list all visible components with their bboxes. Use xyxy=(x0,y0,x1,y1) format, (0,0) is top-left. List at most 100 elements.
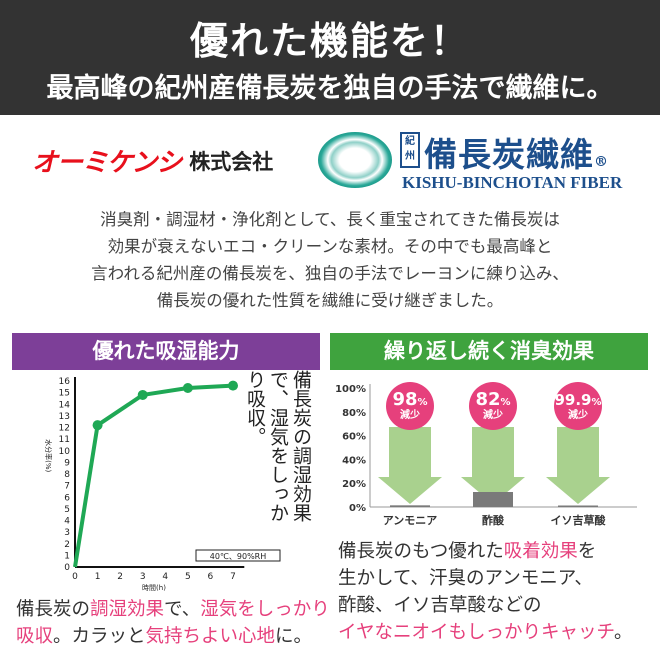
y-tick-label: 60% xyxy=(342,432,366,443)
arrow-shaft xyxy=(389,427,431,477)
intro-line: 消臭剤・調湿材・浄化剤として、長く重宝されてきた備長炭は xyxy=(100,210,560,229)
y-axis-label: 水分率(%) xyxy=(44,439,53,472)
y-tick-label: 11 xyxy=(59,435,70,445)
reduction-unit: % xyxy=(501,397,511,408)
x-tick-label: 6 xyxy=(208,572,214,582)
caption-text: 。 xyxy=(614,622,633,643)
x-tick-label: 7 xyxy=(230,572,236,582)
arrow-head xyxy=(378,477,442,504)
header-banner: 優れた機能を！ 最高峰の紀州産備長炭を独自の手法で繊維に。 xyxy=(0,0,660,115)
highlight-text: 湿気をしっかり xyxy=(200,599,330,620)
brand-name: 備長炭繊維® xyxy=(424,128,609,176)
brand-logo: 紀州 備長炭繊維® KISHU-BINCHOTAN FIBER xyxy=(318,128,638,192)
series-line xyxy=(73,383,234,568)
caption-text: 生かして、汗臭のアンモニア、 xyxy=(338,568,593,589)
caption-line: 生かして、汗臭のアンモニア、 xyxy=(338,565,633,592)
y-tick-label: 13 xyxy=(59,412,70,422)
highlight-text: 調湿効果 xyxy=(90,599,165,620)
omikenshi-logo: オーミケンシ 株式会社 xyxy=(32,142,273,179)
y-tick-label: 3 xyxy=(64,528,70,538)
ring-logo-icon xyxy=(318,132,392,188)
category-label: アンモニア xyxy=(383,514,438,527)
caption-text: を xyxy=(577,541,597,562)
condition-box xyxy=(195,549,281,562)
company-katakana: オーミケンシ xyxy=(32,148,182,178)
arrow-shaft xyxy=(557,427,599,477)
highlight-text: 吸収 xyxy=(16,626,54,647)
caption-line: イヤなニオイもしっかりキャッチ。 xyxy=(338,619,633,646)
page-title: 優れた機能を！ xyxy=(189,18,470,63)
brand-name-en: KISHU-BINCHOTAN FIBER xyxy=(402,173,623,192)
caption-line: 酢酸、イソ吉草酸などの xyxy=(338,592,633,619)
x-tick-label: 0 xyxy=(72,572,78,582)
y-tick-label: 16 xyxy=(59,377,71,387)
condition-label: 40℃、90%RH xyxy=(210,552,267,561)
x-tick-label: 3 xyxy=(140,572,146,582)
deodorant-caption: 備長炭のもつ優れた吸着効果を生かして、汗臭のアンモニア、 酢酸、イソ吉草酸などのイ… xyxy=(338,538,633,646)
highlight-text: イヤなニオイもしっかりキャッチ xyxy=(338,622,615,643)
intro-text: 消臭剤・調湿材・浄化剤として、長く重宝されてきた備長炭は 効果が衰えないエコ・ク… xyxy=(0,206,660,314)
page-subtitle: 最高峰の紀州産備長炭を独自の手法で繊維に。 xyxy=(46,73,614,104)
registered-mark: ® xyxy=(594,154,609,170)
x-tick-label: 4 xyxy=(162,572,168,582)
y-tick-label: 5 xyxy=(64,505,70,515)
y-tick-label: 80% xyxy=(342,408,366,419)
category-label: イソ吉草酸 xyxy=(551,513,607,527)
reduction-unit: % xyxy=(418,397,428,408)
reduction-label: 減少 xyxy=(483,408,503,421)
y-tick-label: 6 xyxy=(64,493,70,503)
y-tick-label: 2 xyxy=(64,540,70,550)
caption-text: で、 xyxy=(164,599,201,620)
reduction-value: 99.9% xyxy=(554,391,601,409)
y-tick-label: 40% xyxy=(342,455,366,466)
y-tick-label: 20% xyxy=(342,479,366,490)
intro-line: 言われる紀州産の備長炭を、独自の手法でレーヨンに練り込み、 xyxy=(91,264,569,283)
deodorant-section-title: 繰り返し続く消臭効果 xyxy=(330,333,648,370)
arrow-head xyxy=(461,477,525,504)
reduction-badge xyxy=(554,382,602,430)
category-label: 酢酸 xyxy=(482,513,505,527)
y-tick-label: 12 xyxy=(59,424,70,434)
y-tick-label: 10 xyxy=(59,447,71,457)
y-tick-label: 9 xyxy=(64,458,70,468)
x-axis-label: 時間(h) xyxy=(142,584,166,592)
data-point xyxy=(137,389,148,400)
bar xyxy=(558,505,598,507)
caption-text: 酢酸、イソ吉草酸などの xyxy=(338,595,542,616)
reduction-unit: % xyxy=(591,397,601,408)
x-tick-label: 5 xyxy=(185,572,191,582)
reduction-number: 82 xyxy=(475,389,500,410)
y-tick-label: 7 xyxy=(64,482,70,492)
caption-line: 吸収。カラッと気持ちよい心地に。 xyxy=(16,623,330,650)
arrow-shaft xyxy=(472,427,514,477)
bar xyxy=(390,505,430,507)
reduction-number: 99.9 xyxy=(554,391,591,409)
y-tick-label: 8 xyxy=(64,470,70,480)
brand-name-text: 備長炭繊維 xyxy=(424,135,594,174)
y-tick-label: 1 xyxy=(64,551,70,561)
caption-text: 備長炭の xyxy=(16,599,91,620)
callout-line: 湿気をしっかり吸収。 xyxy=(244,370,289,522)
company-suffix: 株式会社 xyxy=(189,149,274,174)
caption-text: 。カラッと xyxy=(53,626,146,647)
bar xyxy=(473,492,513,507)
caption-line: 備長炭のもつ優れた吸着効果を xyxy=(338,538,633,565)
data-point xyxy=(228,380,238,391)
caption-line: 備長炭の調湿効果で、湿気をしっかり xyxy=(16,596,330,623)
highlight-text: 吸着効果 xyxy=(503,541,578,562)
reduction-value: 98% xyxy=(392,389,427,410)
caption-text: 備長炭のもつ優れた xyxy=(338,541,504,562)
data-point xyxy=(182,382,193,393)
data-point xyxy=(92,420,103,431)
reduction-label: 減少 xyxy=(400,408,420,421)
callout-line: 備長炭の調湿効果で、 xyxy=(267,370,312,522)
x-tick-label: 2 xyxy=(117,572,123,582)
x-tick-label: 1 xyxy=(95,572,101,582)
reduction-number: 98 xyxy=(392,389,417,410)
highlight-text: 気持ちよい心地 xyxy=(145,626,276,647)
intro-line: 効果が衰えないエコ・クリーンな素材。その中でも最高峰と xyxy=(107,237,553,256)
moisture-section-title: 優れた吸湿能力 xyxy=(12,333,320,370)
brand-mark: 紀州 xyxy=(400,132,420,168)
reduction-label: 減少 xyxy=(568,408,588,421)
